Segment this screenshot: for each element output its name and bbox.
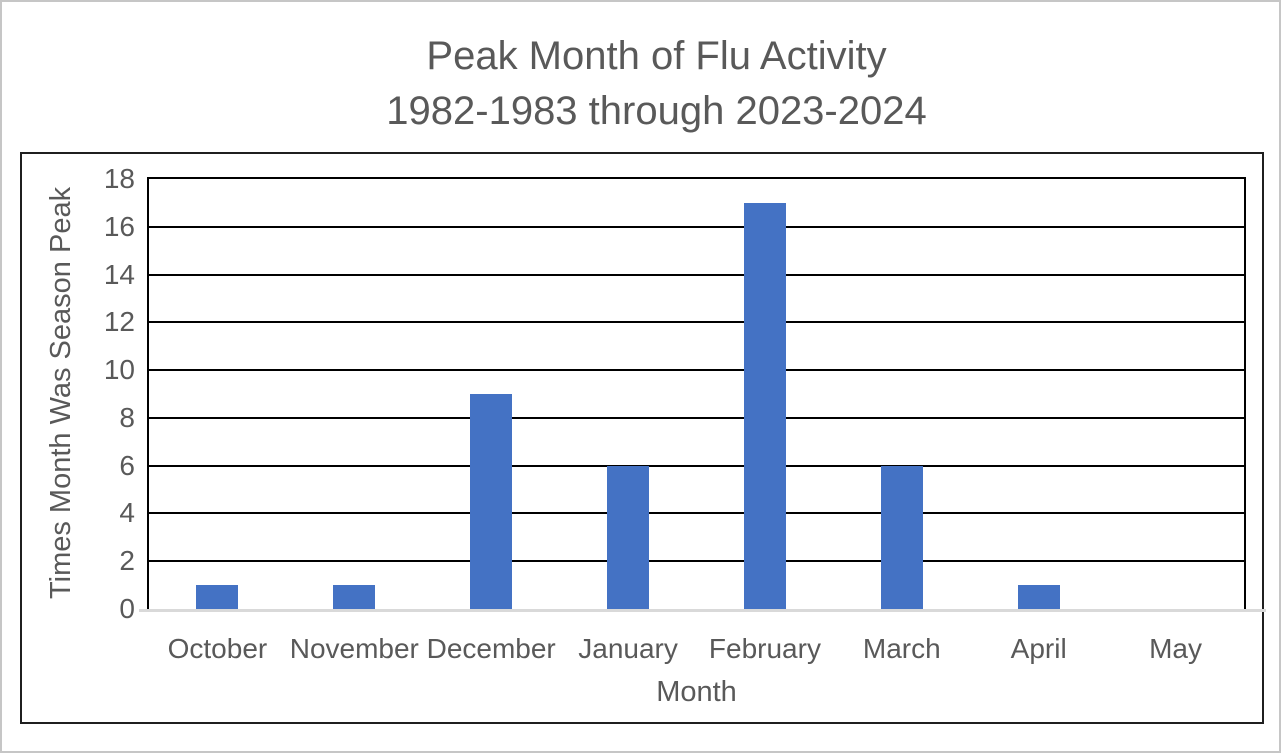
bar-november [333,585,376,609]
gridline-y-10 [149,369,1244,372]
y-tick-label-2: 2 [119,545,135,577]
gridline-y-16 [149,225,1244,228]
y-tick-label-8: 8 [119,401,135,433]
bar-april [1017,585,1060,609]
plot-area [147,177,1246,609]
chart-title: Peak Month of Flu Activity 1982-1983 thr… [2,29,1279,139]
x-axis-line [139,609,1266,612]
gridline-y-6 [149,464,1244,467]
y-tick-label-10: 10 [103,354,135,386]
gridline-y-8 [149,416,1244,419]
x-category-label-march: March [862,633,941,664]
bar-december [470,394,513,609]
y-tick-label-6: 6 [119,449,135,481]
bar-march [880,465,923,609]
x-category-label-january: January [578,633,678,664]
x-category-label-october: October [167,633,268,664]
y-tick-label-4: 4 [119,497,135,529]
x-category-label-february: February [708,633,821,664]
y-axis-title: Times Month Was Season Peak [45,186,77,600]
gridline-y-12 [149,321,1244,324]
bar-february [743,202,786,609]
gridline-y-4 [149,512,1244,515]
x-category-label-november: November [289,633,419,664]
y-tick-label-0: 0 [119,593,135,624]
bar-january [607,465,650,609]
y-tick-label-12: 12 [103,306,135,338]
y-tick-label-18: 18 [103,163,135,194]
x-category-label-may: May [1149,633,1203,664]
chart-title-line-2: 1982-1983 through 2023-2024 [386,89,927,133]
bar-october [196,585,239,609]
x-axis-category-labels: October November December January February Ma… [149,632,1244,666]
x-axis-title: Month [656,676,737,708]
gridline-y-2 [149,560,1244,563]
x-category-label-december: December [426,633,556,664]
x-category-label-april: April [1010,633,1067,664]
chart-frame: Times Month Was Season Peak 0 2 4 6 8 10 12 14 1… [20,152,1266,724]
y-tick-label-14: 14 [103,258,135,290]
chart-title-line-1: Peak Month of Flu Activity [426,34,887,78]
gridline-y-14 [149,273,1244,276]
y-tick-label-16: 16 [103,210,135,242]
